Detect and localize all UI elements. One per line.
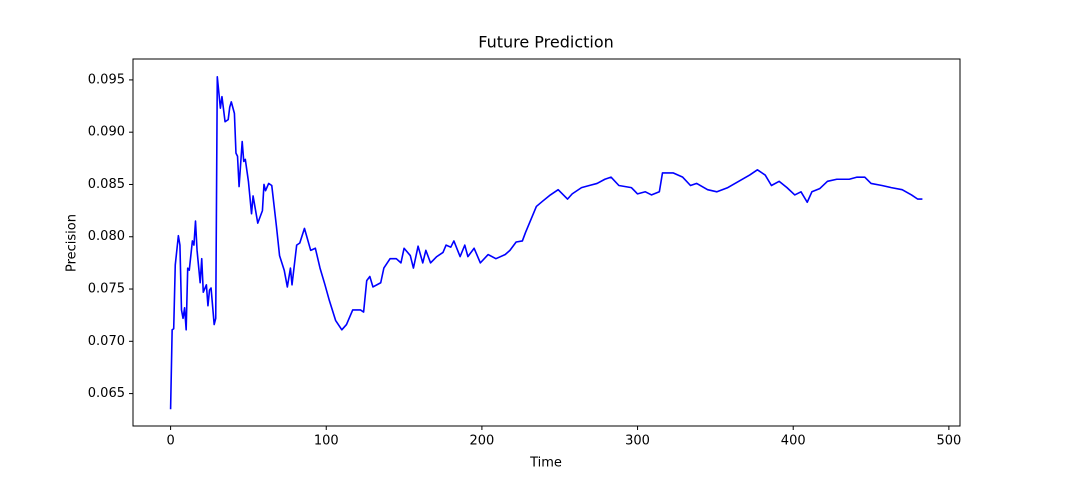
x-tick-label: 200	[469, 434, 494, 449]
x-tick-label: 100	[314, 434, 339, 449]
y-tick-label: 0.065	[88, 386, 125, 401]
chart-title: Future Prediction	[478, 33, 614, 52]
y-tick-label: 0.085	[88, 177, 125, 192]
y-tick-label: 0.070	[88, 334, 125, 349]
x-tick-label: 0	[166, 434, 174, 449]
plot-frame	[132, 58, 961, 427]
y-tick-label: 0.075	[88, 282, 125, 297]
x-tick-label: 400	[781, 434, 806, 449]
x-tick-label: 500	[936, 434, 961, 449]
y-tick-label: 0.080	[88, 229, 125, 244]
x-axis-label: Time	[529, 456, 562, 471]
y-axis-label: Precision	[65, 214, 80, 272]
y-tick-label: 0.090	[88, 125, 125, 140]
x-tick-label: 300	[625, 434, 650, 449]
y-tick-label: 0.095	[88, 72, 125, 87]
line-series	[169, 75, 923, 410]
